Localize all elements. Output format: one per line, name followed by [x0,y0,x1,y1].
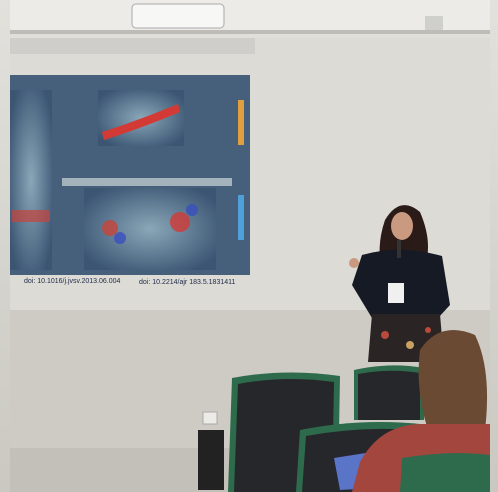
color-scale [238,100,244,145]
projector [131,3,225,29]
ultrasound-left [10,90,52,270]
chair [358,370,420,420]
caption: doi: 10.2214/ajr 183.5.1831411 [139,279,236,286]
skirt-pattern [425,327,431,333]
ceiling-fixture [425,16,443,30]
chair-rim [400,453,490,492]
hand [349,258,359,268]
vessel [102,104,180,140]
skirt-pattern [406,341,414,349]
outlet [202,411,218,425]
color-scale [238,195,244,240]
ceiling-edge [10,30,490,34]
face [391,212,413,240]
vessel [12,210,50,222]
doppler-spot [114,232,126,244]
badge [388,283,404,303]
caption: doi: 10.1016/j.jvsv.2013.06.004 [24,278,120,285]
chair-arm [198,430,224,490]
doppler-spot [170,212,190,232]
ceiling [10,0,490,32]
skirt-pattern [381,331,389,339]
hair [418,330,488,430]
microphone [397,240,401,258]
doppler-spot [186,204,198,216]
screen-shadow [10,38,255,54]
waveform-bar [62,178,232,186]
doppler-spot [102,220,118,236]
